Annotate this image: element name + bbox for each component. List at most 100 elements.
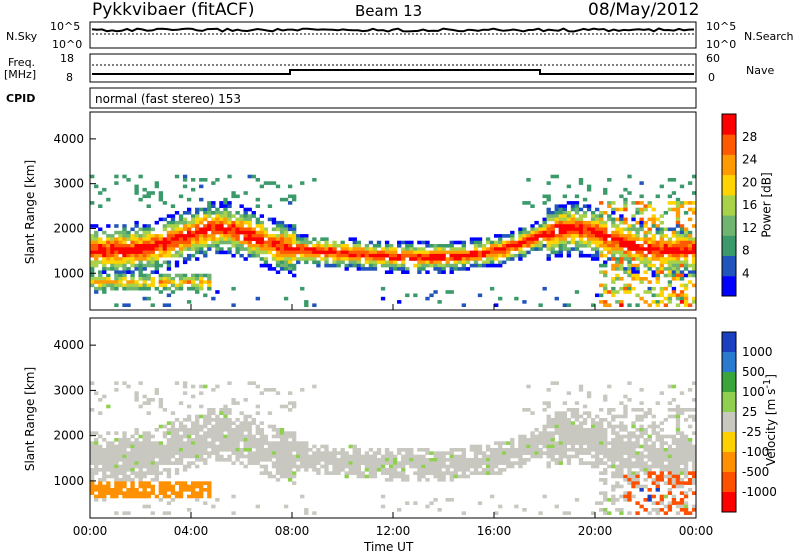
power-cell: [603, 187, 608, 192]
velocity-cell: [182, 381, 188, 385]
power-cell: [231, 220, 236, 225]
power-cell: [263, 250, 269, 255]
power-cell: [558, 224, 563, 228]
power-cell: [671, 191, 677, 195]
velocity-cell: [538, 511, 543, 515]
velocity-cell: [623, 494, 628, 499]
power-cell: [595, 244, 600, 248]
velocity-cell: [263, 441, 269, 445]
power-cell: [546, 214, 551, 218]
velocity-cell: [182, 484, 188, 489]
velocity-cell: [178, 461, 184, 465]
velocity-cell: [550, 381, 555, 385]
velocity-cell: [603, 511, 608, 515]
power-cell: [186, 244, 192, 248]
power-cell: [542, 244, 547, 248]
velocity-cell: [659, 451, 664, 455]
velocity-cell: [643, 461, 648, 465]
power-cell: [590, 214, 596, 218]
velocity-cell: [574, 498, 580, 502]
power-cell: [162, 277, 168, 281]
power-cell: [635, 303, 640, 307]
power-cell: [122, 253, 127, 258]
velocity-cell: [595, 448, 600, 452]
velocity-cell: [603, 491, 608, 495]
power-cell: [615, 290, 620, 294]
power-cell: [227, 220, 232, 225]
power-cell: [243, 230, 248, 235]
power-cell: [643, 270, 648, 274]
velocity-cell: [376, 464, 382, 469]
velocity-cell: [368, 471, 374, 475]
velocity-cell: [631, 431, 636, 435]
power-cell: [186, 253, 192, 258]
velocity-cell: [457, 468, 462, 472]
power-cell: [122, 286, 127, 291]
velocity-cell: [186, 508, 192, 512]
velocity-cell: [562, 424, 568, 429]
velocity-cell: [287, 478, 293, 482]
velocity-cell: [631, 461, 636, 465]
power-cell: [287, 184, 293, 189]
velocity-cell: [182, 384, 188, 389]
power-cell: [643, 237, 648, 241]
velocity-cell: [114, 491, 119, 495]
power-cell: [639, 207, 644, 212]
velocity-cell: [643, 428, 648, 432]
power-cell: [142, 250, 147, 255]
velocity-cell: [114, 488, 119, 492]
velocity-cell: [203, 414, 208, 419]
power-cell: [211, 220, 216, 225]
velocity-cell: [675, 411, 681, 415]
power-cell: [271, 253, 277, 258]
power-cell: [522, 300, 527, 304]
velocity-cell: [227, 441, 232, 445]
power-cell: [558, 230, 563, 235]
power-cell: [574, 290, 580, 294]
velocity-cell: [191, 431, 196, 435]
power-cell: [211, 237, 216, 241]
power-cell: [590, 253, 596, 258]
velocity-cell: [627, 441, 632, 445]
power-cell: [90, 234, 95, 238]
velocity-cell: [182, 488, 188, 492]
velocity-cell: [215, 431, 220, 435]
power-cell: [126, 303, 131, 307]
power-cell: [102, 250, 107, 255]
velocity-cell: [223, 444, 228, 449]
power-cell: [659, 230, 664, 235]
power-cell: [166, 234, 172, 238]
velocity-cell: [376, 461, 382, 465]
velocity-cell: [174, 431, 180, 435]
power-cell: [332, 240, 337, 245]
velocity-cell: [174, 418, 180, 422]
power-cell: [578, 237, 584, 241]
velocity-cell: [247, 434, 252, 439]
power-cell: [651, 253, 656, 258]
velocity-cell: [457, 474, 462, 479]
power-cell: [372, 247, 378, 251]
power-cell: [489, 244, 495, 248]
power-cell: [611, 267, 616, 271]
velocity-cell: [150, 398, 155, 402]
power-cell: [546, 224, 551, 228]
velocity-cell: [465, 464, 471, 469]
power-cell: [235, 250, 240, 255]
velocity-cell: [457, 458, 462, 462]
velocity-cell: [174, 438, 180, 442]
velocity-cell: [239, 411, 244, 415]
velocity-cell: [562, 451, 568, 455]
velocity-cell: [191, 448, 196, 452]
power-cell: [449, 240, 454, 245]
power-cell: [356, 267, 361, 271]
power-cell: [146, 260, 151, 265]
velocity-cell: [635, 428, 640, 432]
velocity-cell: [639, 424, 644, 429]
velocity-cell: [449, 474, 454, 479]
velocity-cell: [437, 474, 442, 479]
power-cell: [590, 303, 596, 307]
velocity-cell: [283, 441, 289, 445]
velocity-cell: [158, 401, 164, 405]
power-cell: [122, 247, 127, 251]
velocity-cell: [142, 491, 147, 495]
